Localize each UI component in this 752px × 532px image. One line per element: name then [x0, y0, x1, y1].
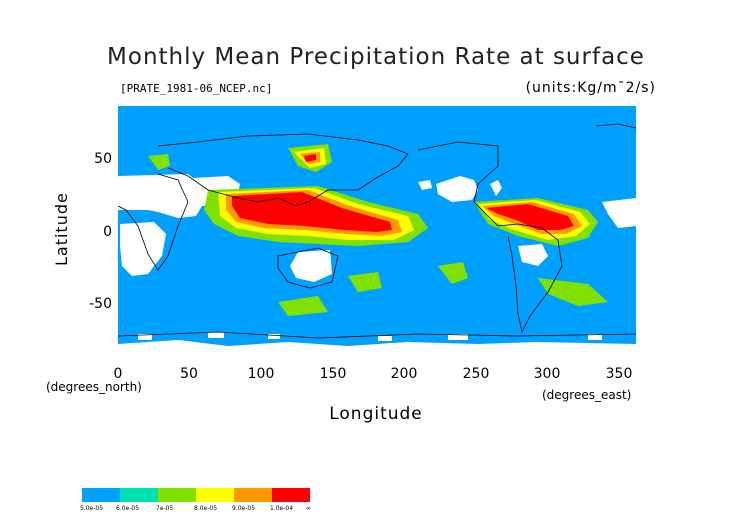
- x-axis-title: Longitude: [329, 404, 423, 424]
- legend-swatch: [82, 488, 120, 502]
- color-legend: [82, 488, 310, 502]
- x-tick-label: 100: [247, 366, 275, 382]
- legend-label: 8.0e-05: [194, 505, 218, 512]
- chart-title: Monthly Mean Precipitation Rate at surfa…: [107, 44, 645, 70]
- legend-label: 1.0e-04: [270, 505, 294, 512]
- x-axis-unit: (degrees_east): [542, 388, 632, 402]
- legend-swatch: [234, 488, 272, 502]
- y-tick-label: 50: [94, 151, 112, 167]
- x-tick-label: 50: [180, 366, 198, 382]
- precip-red: [232, 154, 574, 232]
- units-label: (units:Kg/m¯2/s): [525, 80, 656, 96]
- legend-swatch: [120, 488, 158, 502]
- precipitation-map: [118, 106, 636, 362]
- y-axis-unit: (degrees_north): [46, 380, 142, 394]
- file-label: [PRATE_1981-06_NCEP.nc]: [120, 82, 273, 95]
- missing-data-patches: [118, 174, 636, 362]
- coastlines: [118, 123, 636, 339]
- legend-label: ∞: [306, 505, 311, 512]
- x-tick-label: 250: [462, 366, 490, 382]
- x-tick-label: 200: [390, 366, 418, 382]
- legend-label: 7e-05: [156, 505, 174, 512]
- legend-swatch: [158, 488, 196, 502]
- x-tick-label: 150: [319, 366, 347, 382]
- legend-label: 9.0e-05: [232, 505, 256, 512]
- legend-swatch: [196, 488, 234, 502]
- x-tick-label: 350: [605, 366, 633, 382]
- y-tick-label: 0: [103, 224, 112, 240]
- legend-swatch: [272, 488, 310, 502]
- x-tick-label: 0: [113, 366, 123, 382]
- legend-label: 5.0e-05: [80, 505, 104, 512]
- legend-label: 6.0e-05: [116, 505, 140, 512]
- y-axis-title: Latitude: [52, 192, 71, 266]
- x-tick-label: 300: [533, 366, 561, 382]
- y-tick-label: -50: [89, 296, 112, 312]
